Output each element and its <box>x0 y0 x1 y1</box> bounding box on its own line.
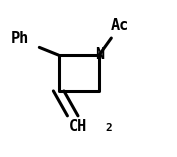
Text: CH: CH <box>68 119 87 134</box>
Text: Ac: Ac <box>111 18 129 33</box>
Text: 2: 2 <box>105 122 112 133</box>
Text: Ph: Ph <box>11 31 29 46</box>
Text: N: N <box>95 47 104 62</box>
